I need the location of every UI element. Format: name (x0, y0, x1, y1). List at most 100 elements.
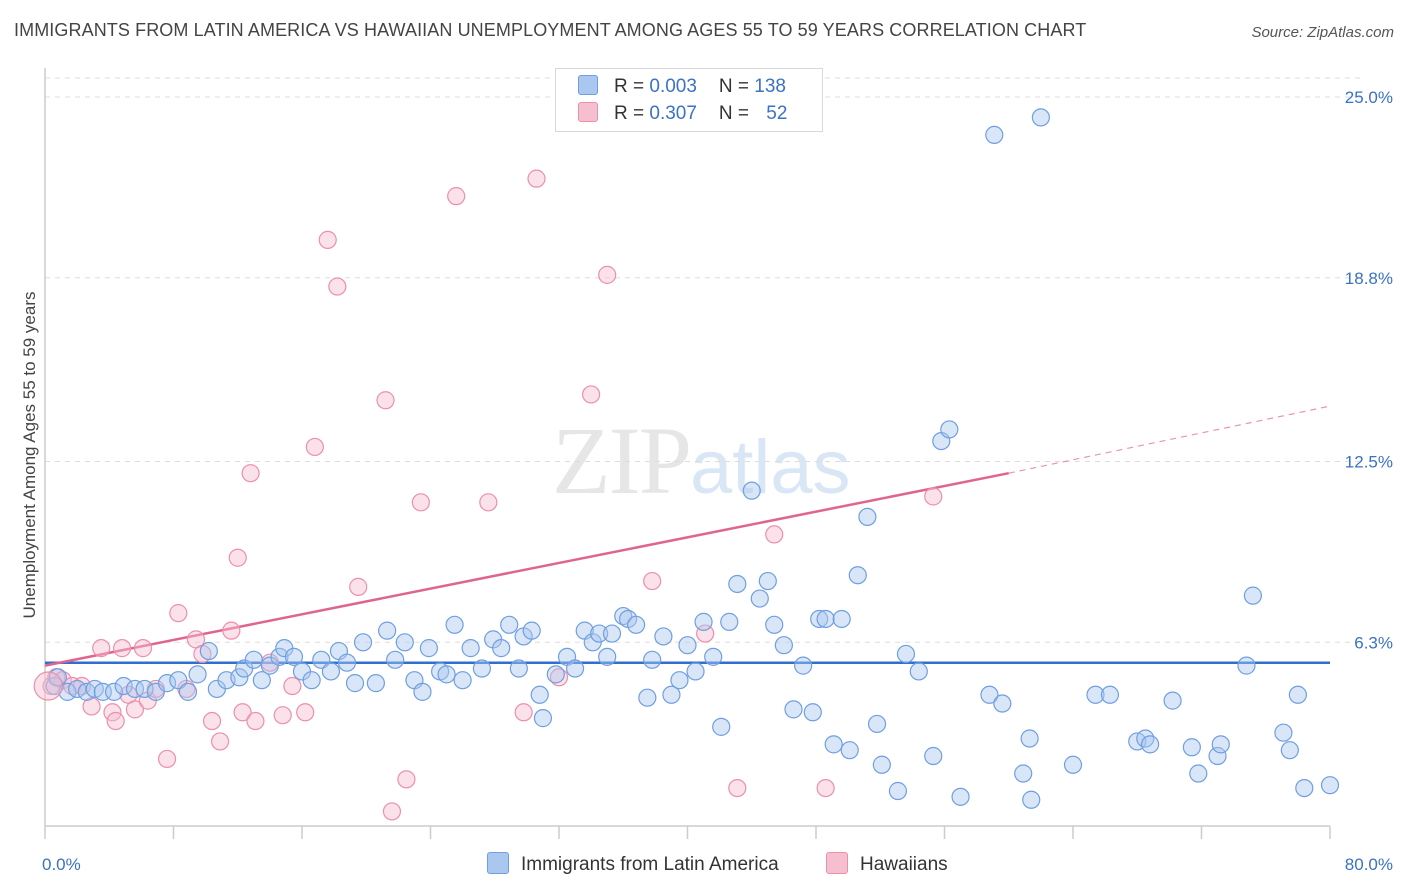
y-axis-label: Unemployment Among Ages 55 to 59 years (20, 291, 39, 619)
latin-america-point (199, 641, 218, 661)
latin-america-point (626, 615, 646, 634)
latin-america-point (803, 703, 822, 722)
latin-america-point (1295, 778, 1314, 798)
latin-america-point (1237, 656, 1256, 675)
latin-america-point (742, 481, 761, 500)
hawaiian-point (924, 487, 943, 506)
latin-america-point (1182, 738, 1201, 757)
hawaiian-point (598, 265, 617, 284)
latin-america-point (395, 633, 414, 652)
latin-america-point (643, 650, 662, 669)
latin-america-point (602, 624, 622, 643)
hawaiian-point (202, 711, 222, 731)
latin-america-point (445, 615, 464, 634)
latin-america-point (188, 665, 207, 684)
latin-america-point (533, 709, 553, 728)
latin-america-point (810, 609, 829, 629)
hawaiian-point (112, 639, 132, 658)
stats-legend-row-blue: R = 0.003 N = 138 (578, 75, 786, 99)
hawaiian-point (765, 525, 784, 544)
hawaiian-point (549, 668, 569, 687)
latin-america-point (178, 682, 198, 701)
hawaiian-point (233, 703, 252, 722)
hawaiian-point (210, 732, 230, 751)
latin-america-point (530, 685, 549, 704)
hawaiian-point (273, 706, 292, 725)
n-value: 52 (766, 103, 788, 124)
latin-america-point (270, 647, 289, 666)
hawaiian-point (133, 639, 153, 658)
hawaiian-point (349, 577, 368, 596)
hawaiian-point (447, 187, 466, 206)
pink-swatch (578, 102, 598, 122)
latin-america-point (1280, 741, 1299, 760)
latin-america-point (492, 639, 511, 658)
hawaiian-point (283, 676, 302, 696)
hawaiian-point (246, 711, 265, 731)
hawaiian-point (397, 770, 416, 789)
hawaiian-point (228, 548, 247, 567)
hawaiian-point (157, 749, 177, 769)
latin-america-point (321, 662, 341, 681)
hawaiian-point (582, 385, 601, 404)
latin-america-point (728, 574, 747, 594)
latin-america-point (337, 653, 357, 672)
latin-america-point (345, 674, 365, 693)
latin-america-point (244, 650, 263, 669)
latin-america-point (951, 787, 970, 806)
hawaiian-point (696, 624, 715, 643)
latin-america-point (712, 717, 731, 736)
latin-america-point (1031, 108, 1050, 127)
latin-america-point (858, 507, 877, 527)
hawaiian-point (169, 604, 188, 623)
hawaiian-point (728, 778, 747, 798)
legend-label: Immigrants from Latin America (521, 854, 779, 875)
latin-america-point (169, 671, 188, 690)
blue-swatch (578, 75, 598, 95)
latin-america-point (1136, 729, 1155, 748)
hawaiian-trend-extension (1008, 405, 1331, 474)
latin-america-point (758, 571, 777, 591)
tick-labels: 6.3% 12.5% 18.8% 25.0% 0.0% 80.0% (42, 88, 1393, 874)
hawaiian-point (125, 700, 145, 719)
hawaiian-point (479, 493, 498, 512)
hawaiian-point (376, 391, 395, 410)
latin-america-point (1014, 764, 1033, 783)
latin-america-point (638, 688, 657, 707)
latin-america-point (1243, 586, 1263, 605)
latin-america-point (784, 700, 803, 719)
hawaiian-trend-line (44, 471, 1009, 667)
y-tick-label: 6.3% (1354, 633, 1393, 652)
latin-america-point (590, 624, 609, 643)
latin-america-point (378, 621, 397, 640)
latin-america-point (909, 662, 928, 681)
latin-america-point (750, 589, 769, 608)
latin-america-point (1100, 685, 1120, 704)
latin-america-point (386, 650, 405, 669)
latin-america-point (419, 639, 438, 658)
pink-swatch (826, 852, 848, 874)
latin-america-point (794, 656, 813, 675)
hawaiian-point (222, 621, 241, 640)
latin-america-point (1211, 735, 1230, 754)
latin-america-point (888, 781, 908, 801)
latin-america-point (1020, 729, 1039, 748)
y-tick-label: 12.5% (1345, 453, 1393, 472)
hawaiian-point (296, 703, 315, 722)
hawaiian-point (305, 437, 324, 457)
stats-legend-row-pink: R = 0.307 N = 52 (578, 102, 787, 126)
latin-america-point (1208, 746, 1227, 766)
hawaiian-point (82, 697, 101, 716)
latin-america-point (686, 662, 705, 681)
latin-america-point (135, 679, 154, 699)
latin-america-point (720, 612, 739, 631)
latin-america-point (1320, 776, 1340, 795)
latin-america-point (872, 755, 891, 774)
latin-america-point (816, 609, 835, 629)
latin-america-point (654, 627, 673, 646)
n-label: N = (718, 76, 755, 97)
latin-america-point (413, 682, 432, 701)
latin-america-point (353, 633, 373, 652)
hawaiian-point (527, 169, 546, 188)
